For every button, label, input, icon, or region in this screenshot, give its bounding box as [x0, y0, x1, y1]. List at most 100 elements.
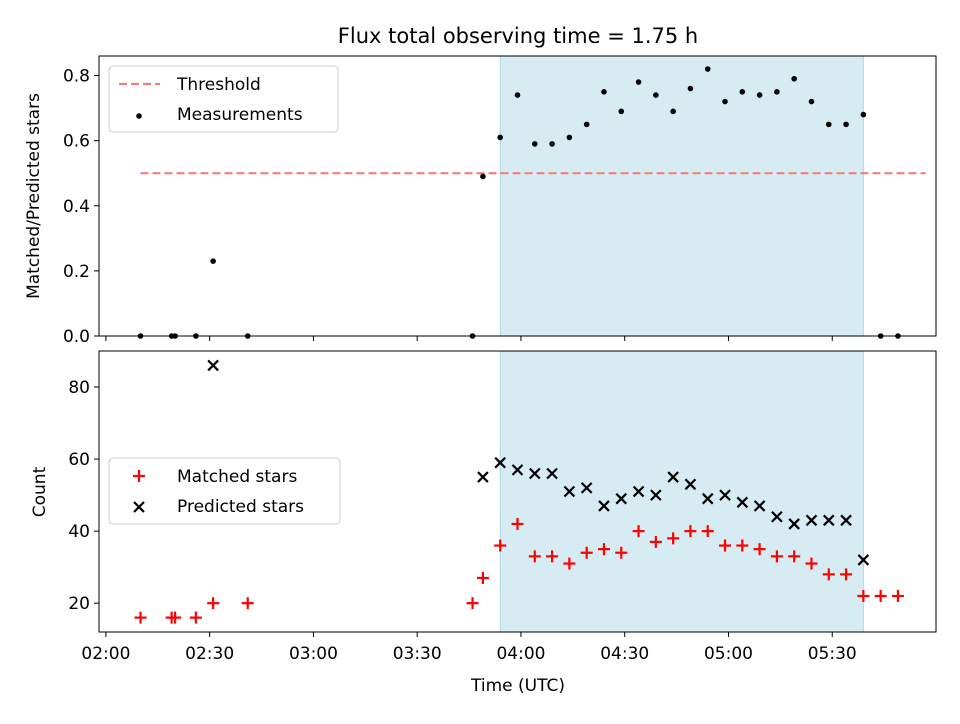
- x-tick-label: 04:00: [496, 644, 545, 664]
- legend-predicted-swatch: [133, 501, 145, 513]
- predicted-star-point: [546, 467, 558, 480]
- matched-star-point: [241, 597, 254, 610]
- measurement-point: [549, 141, 555, 147]
- matched-star-point: [684, 525, 697, 538]
- y-tick-label: 0.0: [63, 327, 90, 347]
- matched-star-point: [770, 550, 783, 563]
- matched-star-point: [528, 550, 541, 563]
- matched-star-point: [857, 589, 870, 602]
- matched-star-point: [207, 597, 220, 610]
- predicted-star-point: [580, 482, 593, 494]
- matched-star-point: [719, 539, 732, 552]
- measurement-point: [653, 92, 659, 98]
- predicted-star-point: [667, 471, 679, 483]
- measurement-point: [583, 121, 590, 128]
- measurement-point: [774, 89, 780, 95]
- legend-matched-label: Matched stars: [177, 467, 297, 487]
- matched-star-point: [736, 539, 749, 552]
- matched-star-point: [805, 557, 818, 570]
- predicted-star-point: [719, 489, 731, 501]
- x-tick-label: 02:00: [81, 644, 130, 664]
- chart-title: Flux total observing time = 1.75 h: [338, 24, 698, 48]
- predicted-star-point: [736, 496, 749, 509]
- top-legend: Threshold Measurements: [108, 65, 339, 133]
- measurement-point: [825, 121, 832, 128]
- top-y-axis-label: Matched/Predicted stars: [24, 93, 44, 299]
- legend-threshold-label: Threshold: [176, 75, 261, 95]
- predicted-star-point: [771, 510, 783, 523]
- x-tick-label: 04:30: [600, 644, 649, 664]
- matched-star-point: [874, 589, 887, 602]
- matched-star-point: [476, 571, 489, 584]
- measurement-point: [704, 66, 711, 72]
- predicted-star-points: [207, 359, 870, 566]
- x-tick-label: 03:30: [393, 644, 442, 664]
- matched-star-point: [134, 611, 147, 624]
- matched-star-point: [891, 589, 904, 602]
- matched-star-point: [546, 550, 559, 563]
- measurement-point: [514, 92, 521, 98]
- matched-star-point: [511, 517, 524, 530]
- matched-star-point: [189, 611, 202, 624]
- predicted-star-point: [632, 485, 645, 498]
- predicted-star-point: [805, 514, 818, 527]
- matched-star-point: [822, 568, 835, 581]
- bottom-axes-frame: [98, 350, 937, 633]
- measurement-point: [670, 108, 676, 115]
- matched-star-point: [169, 611, 182, 624]
- y-tick-label: 0.6: [63, 132, 90, 152]
- matched-star-point: [632, 525, 645, 538]
- bottom-legend-box: [108, 457, 341, 525]
- predicted-star-point: [494, 456, 506, 469]
- predicted-star-point: [753, 500, 766, 512]
- bottom-x-ticks: 02:00 02:30 03:00 03:30 04:00 04:30 05:00 05:30: [81, 632, 857, 664]
- measurement-point: [756, 92, 763, 98]
- y-tick-label: 20: [68, 594, 90, 614]
- predicted-star-point: [598, 500, 610, 512]
- measurement-point: [480, 173, 486, 180]
- top-axes-frame: [98, 55, 937, 337]
- top-panel: 0.00.20.40.60.8 Matched/Predicted stars …: [24, 55, 937, 347]
- matched-star-point: [667, 532, 680, 545]
- measurement-point: [618, 108, 625, 115]
- measurement-point: [808, 98, 815, 105]
- legend-measurements-label: Measurements: [177, 105, 303, 125]
- legend-predicted-label: Predicted stars: [177, 497, 304, 517]
- predicted-star-point: [563, 485, 576, 498]
- measurement-point: [601, 89, 607, 95]
- top-x-ticks: [105, 336, 833, 341]
- matched-star-point: [466, 597, 479, 610]
- measurement-point: [210, 258, 216, 264]
- matched-star-point: [753, 543, 766, 556]
- predicted-star-point: [477, 471, 489, 483]
- legend-measurement-swatch: [136, 113, 142, 119]
- matched-star-point: [788, 550, 801, 563]
- matched-star-point: [597, 543, 610, 556]
- matched-star-points: [134, 517, 904, 624]
- bottom-observing-window: [499, 350, 864, 633]
- matched-star-point: [615, 546, 628, 559]
- bottom-y-ticks: 20 40 60 80: [68, 378, 99, 614]
- bottom-y-axis-label: Count: [30, 466, 50, 517]
- predicted-star-point: [207, 359, 219, 372]
- y-tick-label: 40: [68, 522, 90, 542]
- predicted-star-point: [650, 489, 662, 501]
- y-tick-label: 60: [68, 450, 90, 470]
- measurement-point: [860, 111, 867, 118]
- measurement-point: [687, 85, 694, 92]
- x-tick-label: 05:00: [704, 644, 753, 664]
- predicted-star-point: [684, 478, 697, 491]
- bottom-legend: Matched stars Predicted stars: [108, 457, 341, 525]
- measurement-point: [791, 75, 797, 82]
- x-tick-label: 02:30: [185, 644, 234, 664]
- predicted-star-point: [511, 464, 524, 476]
- y-tick-label: 0.2: [63, 262, 90, 282]
- measurement-point: [739, 89, 746, 95]
- matched-star-point: [649, 535, 662, 548]
- matched-star-point: [563, 557, 576, 570]
- x-tick-label: 05:30: [808, 644, 857, 664]
- predicted-star-point: [788, 518, 800, 530]
- matched-star-point: [840, 568, 853, 581]
